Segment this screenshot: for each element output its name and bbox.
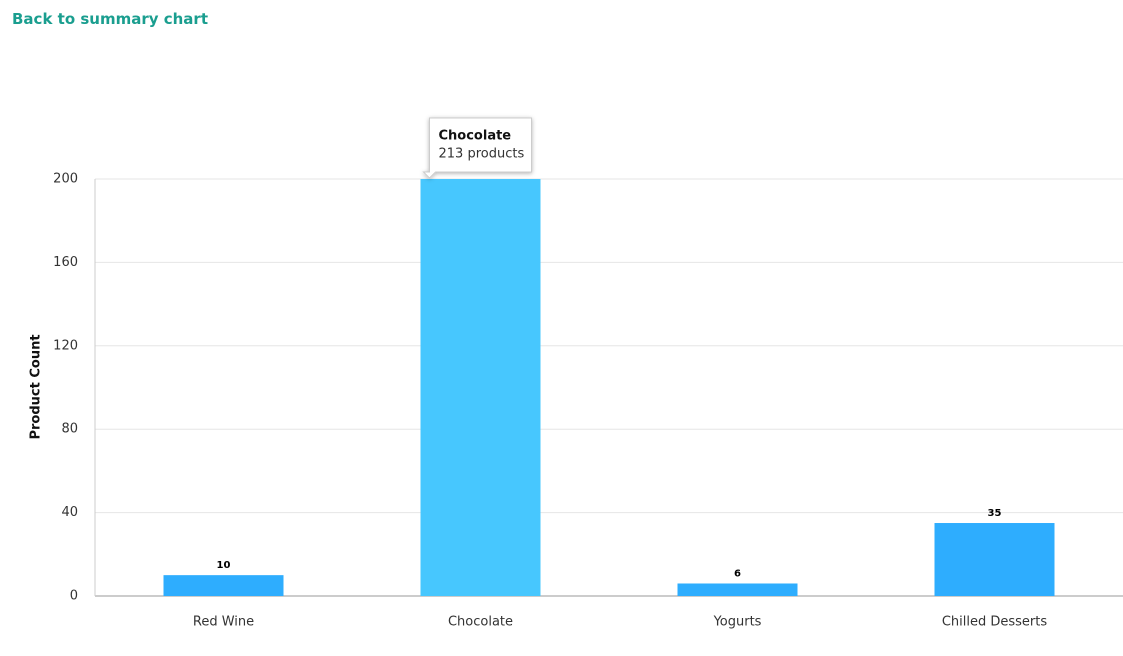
bar — [163, 575, 284, 596]
data-label: 10 — [217, 560, 231, 571]
y-tick-label: 80 — [61, 422, 78, 437]
tooltip-text: 213 products — [439, 147, 525, 162]
x-tick-label: Red Wine — [193, 615, 254, 630]
data-label: 6 — [734, 568, 741, 579]
data-label: 35 — [988, 508, 1002, 519]
x-tick-label: Chilled Desserts — [942, 615, 1048, 630]
back-link[interactable]: Back to summary chart — [12, 10, 208, 28]
bar — [420, 179, 541, 596]
x-tick-label: Chocolate — [448, 615, 513, 630]
bars — [163, 179, 1055, 596]
y-tick-label: 120 — [53, 338, 78, 353]
y-tick-label: 200 — [53, 172, 78, 187]
bar — [934, 523, 1055, 596]
x-tick-label: Yogurts — [713, 615, 762, 630]
y-tick-label: 40 — [61, 505, 78, 520]
tooltip-box — [422, 117, 532, 179]
bar — [677, 583, 798, 596]
y-tick-label: 0 — [70, 589, 78, 604]
tooltip-title: Chocolate — [439, 129, 512, 144]
y-axis-label: Product Count — [29, 334, 44, 439]
tooltip: Chocolate 213 products — [422, 117, 532, 179]
y-tick-label: 160 — [53, 255, 78, 270]
